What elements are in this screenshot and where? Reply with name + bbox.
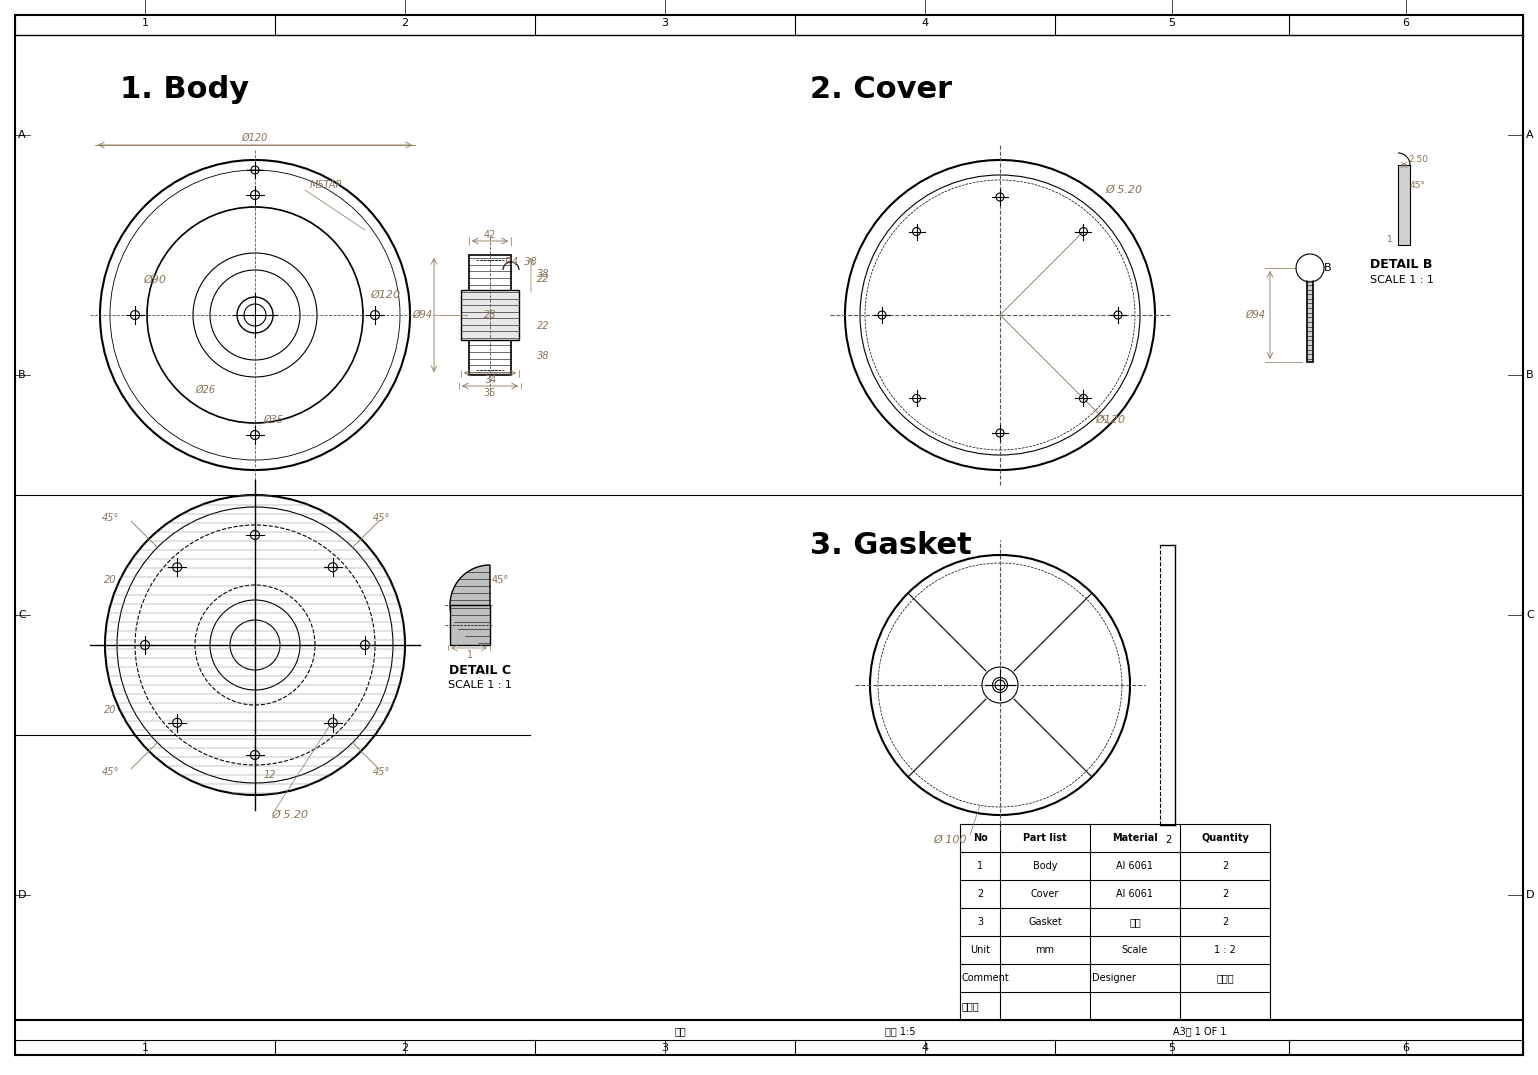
Text: 1: 1 xyxy=(1387,235,1393,244)
Text: D: D xyxy=(18,890,26,900)
Text: 45°: 45° xyxy=(374,766,391,776)
Text: 3. Gasket: 3. Gasket xyxy=(811,530,972,559)
Text: 김태수: 김태수 xyxy=(1217,973,1233,983)
Text: Unit: Unit xyxy=(970,945,990,955)
Text: Ø94: Ø94 xyxy=(1244,310,1266,320)
Text: B: B xyxy=(1324,263,1332,273)
Wedge shape xyxy=(451,565,491,645)
Text: 35: 35 xyxy=(484,388,497,398)
Text: 45°: 45° xyxy=(1410,181,1426,189)
Text: 2: 2 xyxy=(1221,861,1229,871)
Text: Quantity: Quantity xyxy=(1201,833,1249,843)
Text: 2: 2 xyxy=(1221,917,1229,927)
Text: DETAIL C: DETAIL C xyxy=(449,663,511,676)
Text: Ø120: Ø120 xyxy=(1095,415,1126,425)
Text: 38: 38 xyxy=(537,269,549,280)
Text: 22: 22 xyxy=(537,274,549,284)
Text: 20: 20 xyxy=(103,705,117,715)
Text: 6: 6 xyxy=(1403,18,1409,28)
Text: mm: mm xyxy=(1035,945,1055,955)
Text: 2: 2 xyxy=(401,1043,409,1054)
Text: Scale: Scale xyxy=(1121,945,1149,955)
Text: 20: 20 xyxy=(103,575,117,585)
Text: Ø120: Ø120 xyxy=(371,290,400,300)
Bar xyxy=(451,605,491,645)
Text: 도면: 도면 xyxy=(674,1026,686,1036)
Text: 비율 1:5: 비율 1:5 xyxy=(884,1026,915,1036)
Text: 1 : 2: 1 : 2 xyxy=(1213,945,1237,955)
Text: 5: 5 xyxy=(1169,1043,1175,1054)
Text: 45°: 45° xyxy=(492,575,509,585)
Text: 2: 2 xyxy=(1164,835,1170,845)
Text: 34: 34 xyxy=(484,375,497,385)
Text: Ø90: Ø90 xyxy=(143,275,166,285)
Text: Part list: Part list xyxy=(1023,833,1067,843)
Text: 2: 2 xyxy=(401,18,409,28)
Text: No: No xyxy=(972,833,987,843)
Text: 1: 1 xyxy=(141,1043,149,1054)
Bar xyxy=(1398,164,1410,245)
Text: 4: 4 xyxy=(921,1043,929,1054)
Text: 38: 38 xyxy=(537,352,549,361)
Text: B: B xyxy=(18,370,26,379)
Text: A3로 1 OF 1: A3로 1 OF 1 xyxy=(1173,1026,1227,1036)
Text: Body: Body xyxy=(1032,861,1057,871)
Text: B: B xyxy=(1526,370,1533,379)
Text: Designer: Designer xyxy=(1092,973,1137,983)
Text: 2. Cover: 2. Cover xyxy=(811,75,952,104)
Text: Ø35: Ø35 xyxy=(263,415,283,425)
Text: 1: 1 xyxy=(141,18,149,28)
Text: 2: 2 xyxy=(977,889,983,899)
Text: Cover: Cover xyxy=(1030,889,1060,899)
Bar xyxy=(1307,267,1313,362)
Text: 2: 2 xyxy=(1221,889,1229,899)
Text: Al 6061: Al 6061 xyxy=(1117,889,1154,899)
Text: R4  38: R4 38 xyxy=(504,257,537,267)
Text: D: D xyxy=(1526,890,1535,900)
Text: 1: 1 xyxy=(468,650,474,660)
Text: 45°: 45° xyxy=(374,514,391,524)
Circle shape xyxy=(1298,256,1323,280)
Text: 6: 6 xyxy=(1403,1043,1409,1054)
Bar xyxy=(469,255,511,375)
Text: Ø120: Ø120 xyxy=(241,133,268,143)
Text: 22: 22 xyxy=(537,321,549,331)
Bar xyxy=(461,290,518,340)
Text: 1: 1 xyxy=(977,861,983,871)
Text: 3: 3 xyxy=(661,1043,669,1054)
Text: 5: 5 xyxy=(1169,18,1175,28)
Text: 1. Body: 1. Body xyxy=(120,75,249,104)
Text: 4: 4 xyxy=(921,18,929,28)
Text: 28: 28 xyxy=(484,310,497,320)
Text: SCALE 1 : 1: SCALE 1 : 1 xyxy=(448,680,512,690)
Text: C: C xyxy=(18,610,26,620)
Text: C: C xyxy=(1526,610,1533,620)
Text: Ø 100: Ø 100 xyxy=(934,835,967,845)
Text: Ø 5.20: Ø 5.20 xyxy=(1104,185,1143,195)
Text: SCALE 1 : 1: SCALE 1 : 1 xyxy=(1370,275,1433,285)
Text: DETAIL B: DETAIL B xyxy=(1370,258,1432,272)
Text: 12: 12 xyxy=(263,770,277,780)
Text: M5TAP: M5TAP xyxy=(311,180,343,190)
Text: Gasket: Gasket xyxy=(1027,917,1061,927)
Text: A: A xyxy=(18,130,26,140)
Text: 검수자: 검수자 xyxy=(961,1001,980,1010)
Text: 2.50: 2.50 xyxy=(1407,156,1427,164)
Text: 45°: 45° xyxy=(102,514,118,524)
Text: 42: 42 xyxy=(484,230,497,240)
Text: Ø94: Ø94 xyxy=(412,310,432,320)
Text: Comment: Comment xyxy=(961,973,1010,983)
Text: 3: 3 xyxy=(661,18,669,28)
Text: 3: 3 xyxy=(977,917,983,927)
Text: Ø 5.20: Ø 5.20 xyxy=(271,809,309,820)
Text: Ø26: Ø26 xyxy=(195,385,215,395)
Text: 45°: 45° xyxy=(102,766,118,776)
Text: A: A xyxy=(1526,130,1533,140)
Text: 구리: 구리 xyxy=(1129,917,1141,927)
Text: Al 6061: Al 6061 xyxy=(1117,861,1154,871)
Text: Material: Material xyxy=(1112,833,1158,843)
